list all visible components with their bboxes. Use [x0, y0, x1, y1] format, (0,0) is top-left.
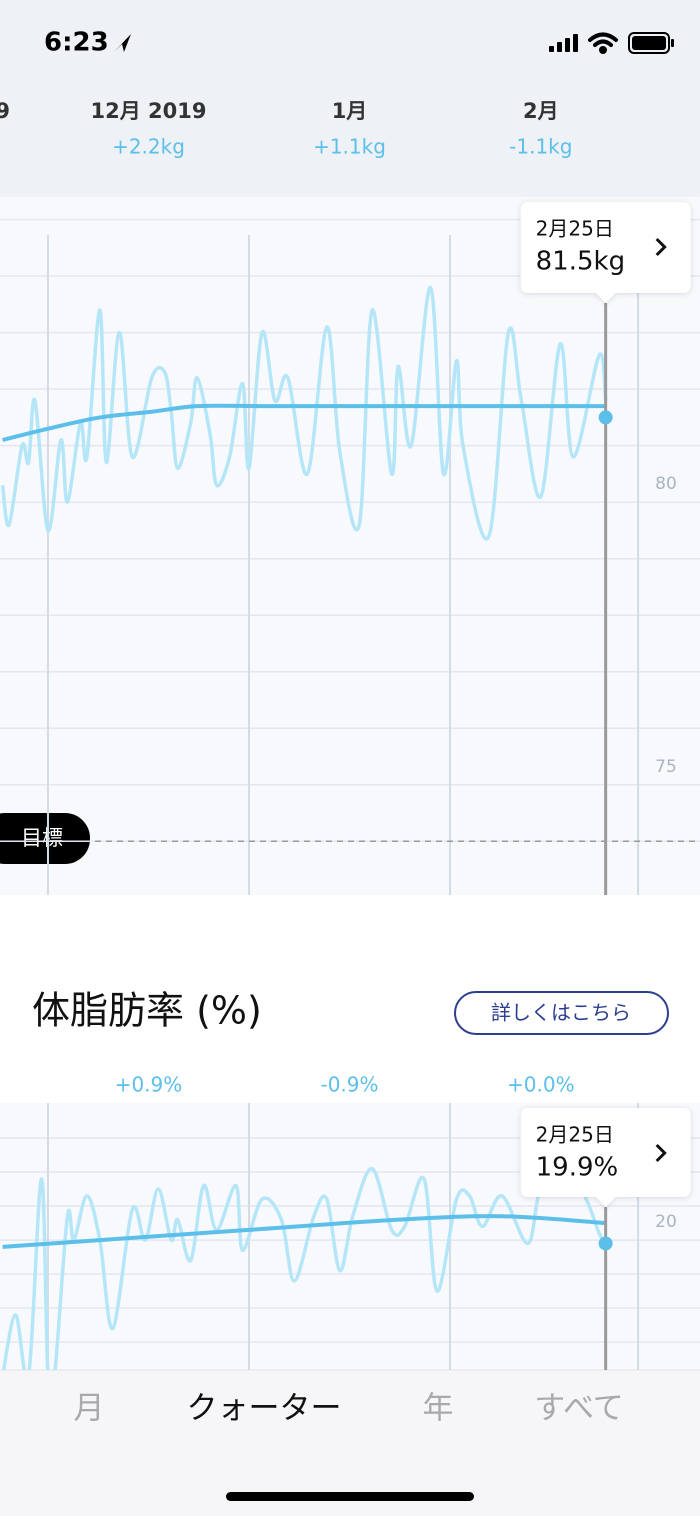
period-change: +0.0% — [507, 1073, 575, 1097]
wifi-icon — [588, 32, 618, 54]
period-change: +1.1kg — [313, 135, 386, 159]
y-tick-label: 20 — [655, 1212, 677, 1232]
y-tick-label: 75 — [655, 757, 677, 777]
period-label: 1月 — [332, 99, 368, 123]
period-label: 2月 — [523, 99, 559, 123]
y-tick-label: 80 — [655, 474, 677, 494]
tab[interactable]: クォーター — [187, 1391, 342, 1427]
tab[interactable]: すべて — [534, 1391, 624, 1427]
period-change: -0.9% — [320, 1073, 378, 1097]
tooltip-date: 2月25日 — [536, 217, 614, 241]
selected-dot — [598, 410, 613, 425]
tab-bar — [0, 1370, 700, 1516]
raw-line — [0, 285, 608, 541]
tooltip-value: 19.9% — [536, 1153, 619, 1183]
period-change: +0.9% — [115, 1073, 183, 1097]
tooltip[interactable] — [520, 202, 691, 303]
header-bg — [0, 0, 700, 197]
tab[interactable]: 月 — [74, 1391, 105, 1427]
trend-line — [2, 403, 606, 442]
weight-chart-bg — [0, 197, 700, 895]
tooltip-value: 81.5kg — [536, 247, 625, 277]
details-button-label[interactable]: 詳しくはこちら — [491, 1001, 631, 1025]
tooltip[interactable] — [520, 1108, 691, 1207]
trend-line — [2, 1214, 606, 1249]
period-change: +2.2kg — [112, 135, 185, 159]
period-label: 9 — [0, 99, 10, 123]
signal-icon — [549, 34, 578, 52]
home-indicator — [226, 1492, 474, 1501]
tooltip-chevron — [655, 237, 667, 257]
section-title: 体脂肪率 (%) — [32, 989, 262, 1033]
details-button[interactable] — [454, 991, 669, 1035]
tab[interactable]: 年 — [423, 1391, 454, 1427]
selected-dot — [598, 1236, 613, 1251]
goal-label: 目標 — [21, 826, 63, 850]
tooltip-date: 2月25日 — [536, 1123, 614, 1147]
clock: 6:23 — [44, 28, 109, 58]
raw-line — [1, 1166, 608, 1370]
period-change: -1.1kg — [509, 135, 572, 159]
battery-icon — [628, 32, 674, 54]
location-icon — [114, 34, 131, 52]
tooltip-chevron — [655, 1143, 667, 1163]
goal-pill — [0, 813, 90, 864]
period-label: 12月 2019 — [91, 99, 207, 123]
